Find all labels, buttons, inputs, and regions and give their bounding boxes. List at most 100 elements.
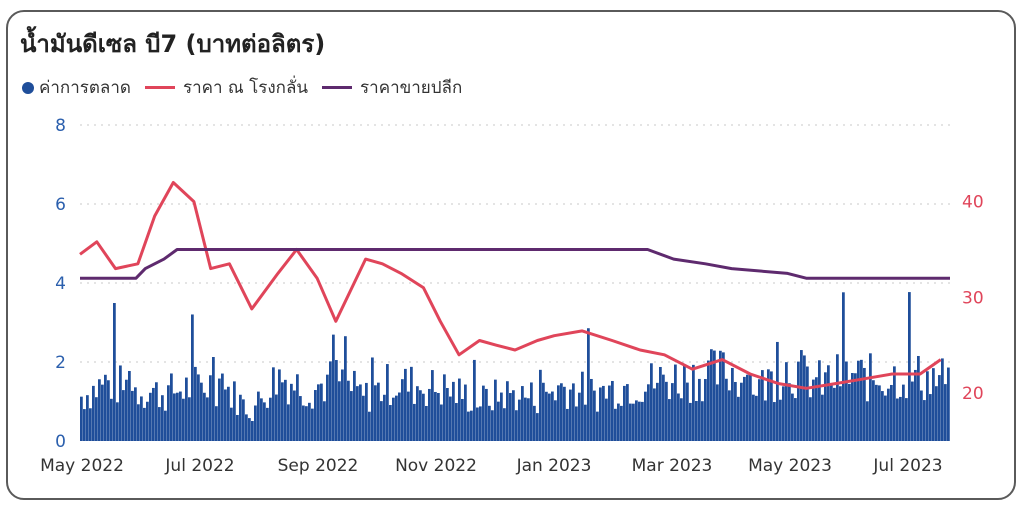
- bar: [302, 405, 305, 441]
- bar: [464, 384, 467, 441]
- bar: [95, 397, 98, 441]
- bar: [155, 382, 158, 441]
- bar: [101, 384, 104, 441]
- left-tick-label: 8: [55, 116, 66, 136]
- bar: [266, 407, 269, 441]
- x-tick-label: Sep 2022: [278, 456, 359, 476]
- legend-item-marketing-margin[interactable]: ค่าการตลาด: [22, 74, 131, 101]
- bar: [167, 385, 170, 441]
- bar: [662, 374, 665, 441]
- bar: [362, 395, 365, 441]
- bar: [269, 397, 272, 441]
- legend-marker-retail-price: [322, 86, 353, 89]
- bar: [152, 387, 155, 441]
- bar: [680, 398, 683, 441]
- bar: [815, 377, 818, 441]
- bar: [89, 408, 92, 441]
- bar: [83, 409, 86, 441]
- bar: [134, 387, 137, 441]
- bar: [722, 352, 725, 441]
- bar: [548, 393, 551, 441]
- bar: [869, 353, 872, 441]
- bar: [332, 334, 335, 441]
- bar: [353, 370, 356, 441]
- bar: [806, 366, 809, 441]
- bar: [737, 396, 740, 441]
- bar: [536, 413, 539, 441]
- bar: [377, 382, 380, 441]
- bar: [128, 370, 131, 441]
- bar: [890, 384, 893, 441]
- bar: [260, 398, 263, 441]
- bar: [317, 384, 320, 441]
- bar: [584, 404, 587, 441]
- bar: [824, 372, 827, 441]
- bar: [764, 400, 767, 441]
- bar: [365, 382, 368, 441]
- refinery-price-line: [79, 181, 942, 390]
- bar: [920, 390, 923, 441]
- bar: [98, 379, 101, 441]
- bar: [695, 400, 698, 441]
- bar: [284, 379, 287, 441]
- legend-item-retail-price[interactable]: ราคาขายปลีก: [322, 74, 462, 101]
- bar: [530, 382, 533, 441]
- bar: [281, 382, 284, 441]
- bar: [449, 396, 452, 441]
- bar: [254, 405, 257, 441]
- bar: [929, 394, 932, 441]
- x-tick-label: Jul 2022: [164, 456, 234, 476]
- bar: [413, 403, 416, 441]
- bar: [143, 407, 146, 441]
- bar: [278, 369, 281, 441]
- bar: [161, 395, 164, 441]
- bar: [206, 397, 209, 441]
- bar: [380, 401, 383, 441]
- bar: [212, 357, 215, 441]
- bar: [902, 384, 905, 441]
- bar: [683, 364, 686, 441]
- legend-label-marketing-margin: ค่าการตลาด: [39, 78, 131, 98]
- bar: [437, 392, 440, 441]
- bar: [467, 411, 470, 441]
- bar: [932, 368, 935, 441]
- right-tick-label: 40: [962, 193, 984, 213]
- left-tick-label: 0: [55, 432, 66, 452]
- bar: [224, 389, 227, 441]
- bar: [359, 384, 362, 441]
- bar: [893, 366, 896, 441]
- bar: [734, 381, 737, 441]
- bar: [287, 404, 290, 441]
- bar: [527, 398, 530, 441]
- bar: [314, 390, 317, 441]
- legend-item-refinery-price[interactable]: ราคา ณ โรงกลั่น: [144, 74, 308, 101]
- bar: [914, 369, 917, 441]
- bar: [569, 389, 572, 441]
- bar: [503, 408, 506, 441]
- bar: [605, 398, 608, 441]
- bar: [386, 364, 389, 441]
- legend-marker-refinery-price: [144, 86, 175, 89]
- bar: [233, 381, 236, 441]
- bar: [599, 387, 602, 441]
- bar: [329, 361, 332, 441]
- bar: [326, 374, 329, 441]
- bar: [656, 382, 659, 441]
- bar: [242, 399, 245, 441]
- bar: [590, 378, 593, 441]
- bar: [779, 399, 782, 441]
- bar: [878, 385, 881, 441]
- bar: [110, 398, 113, 441]
- bar: [857, 360, 860, 441]
- bar: [749, 374, 752, 441]
- bar: [461, 398, 464, 441]
- bar: [164, 410, 167, 441]
- bar: [572, 383, 575, 441]
- bar: [632, 403, 635, 441]
- bar: [782, 386, 785, 441]
- bar: [323, 401, 326, 441]
- bar: [947, 367, 950, 441]
- bar: [494, 379, 497, 441]
- bar: [497, 401, 500, 441]
